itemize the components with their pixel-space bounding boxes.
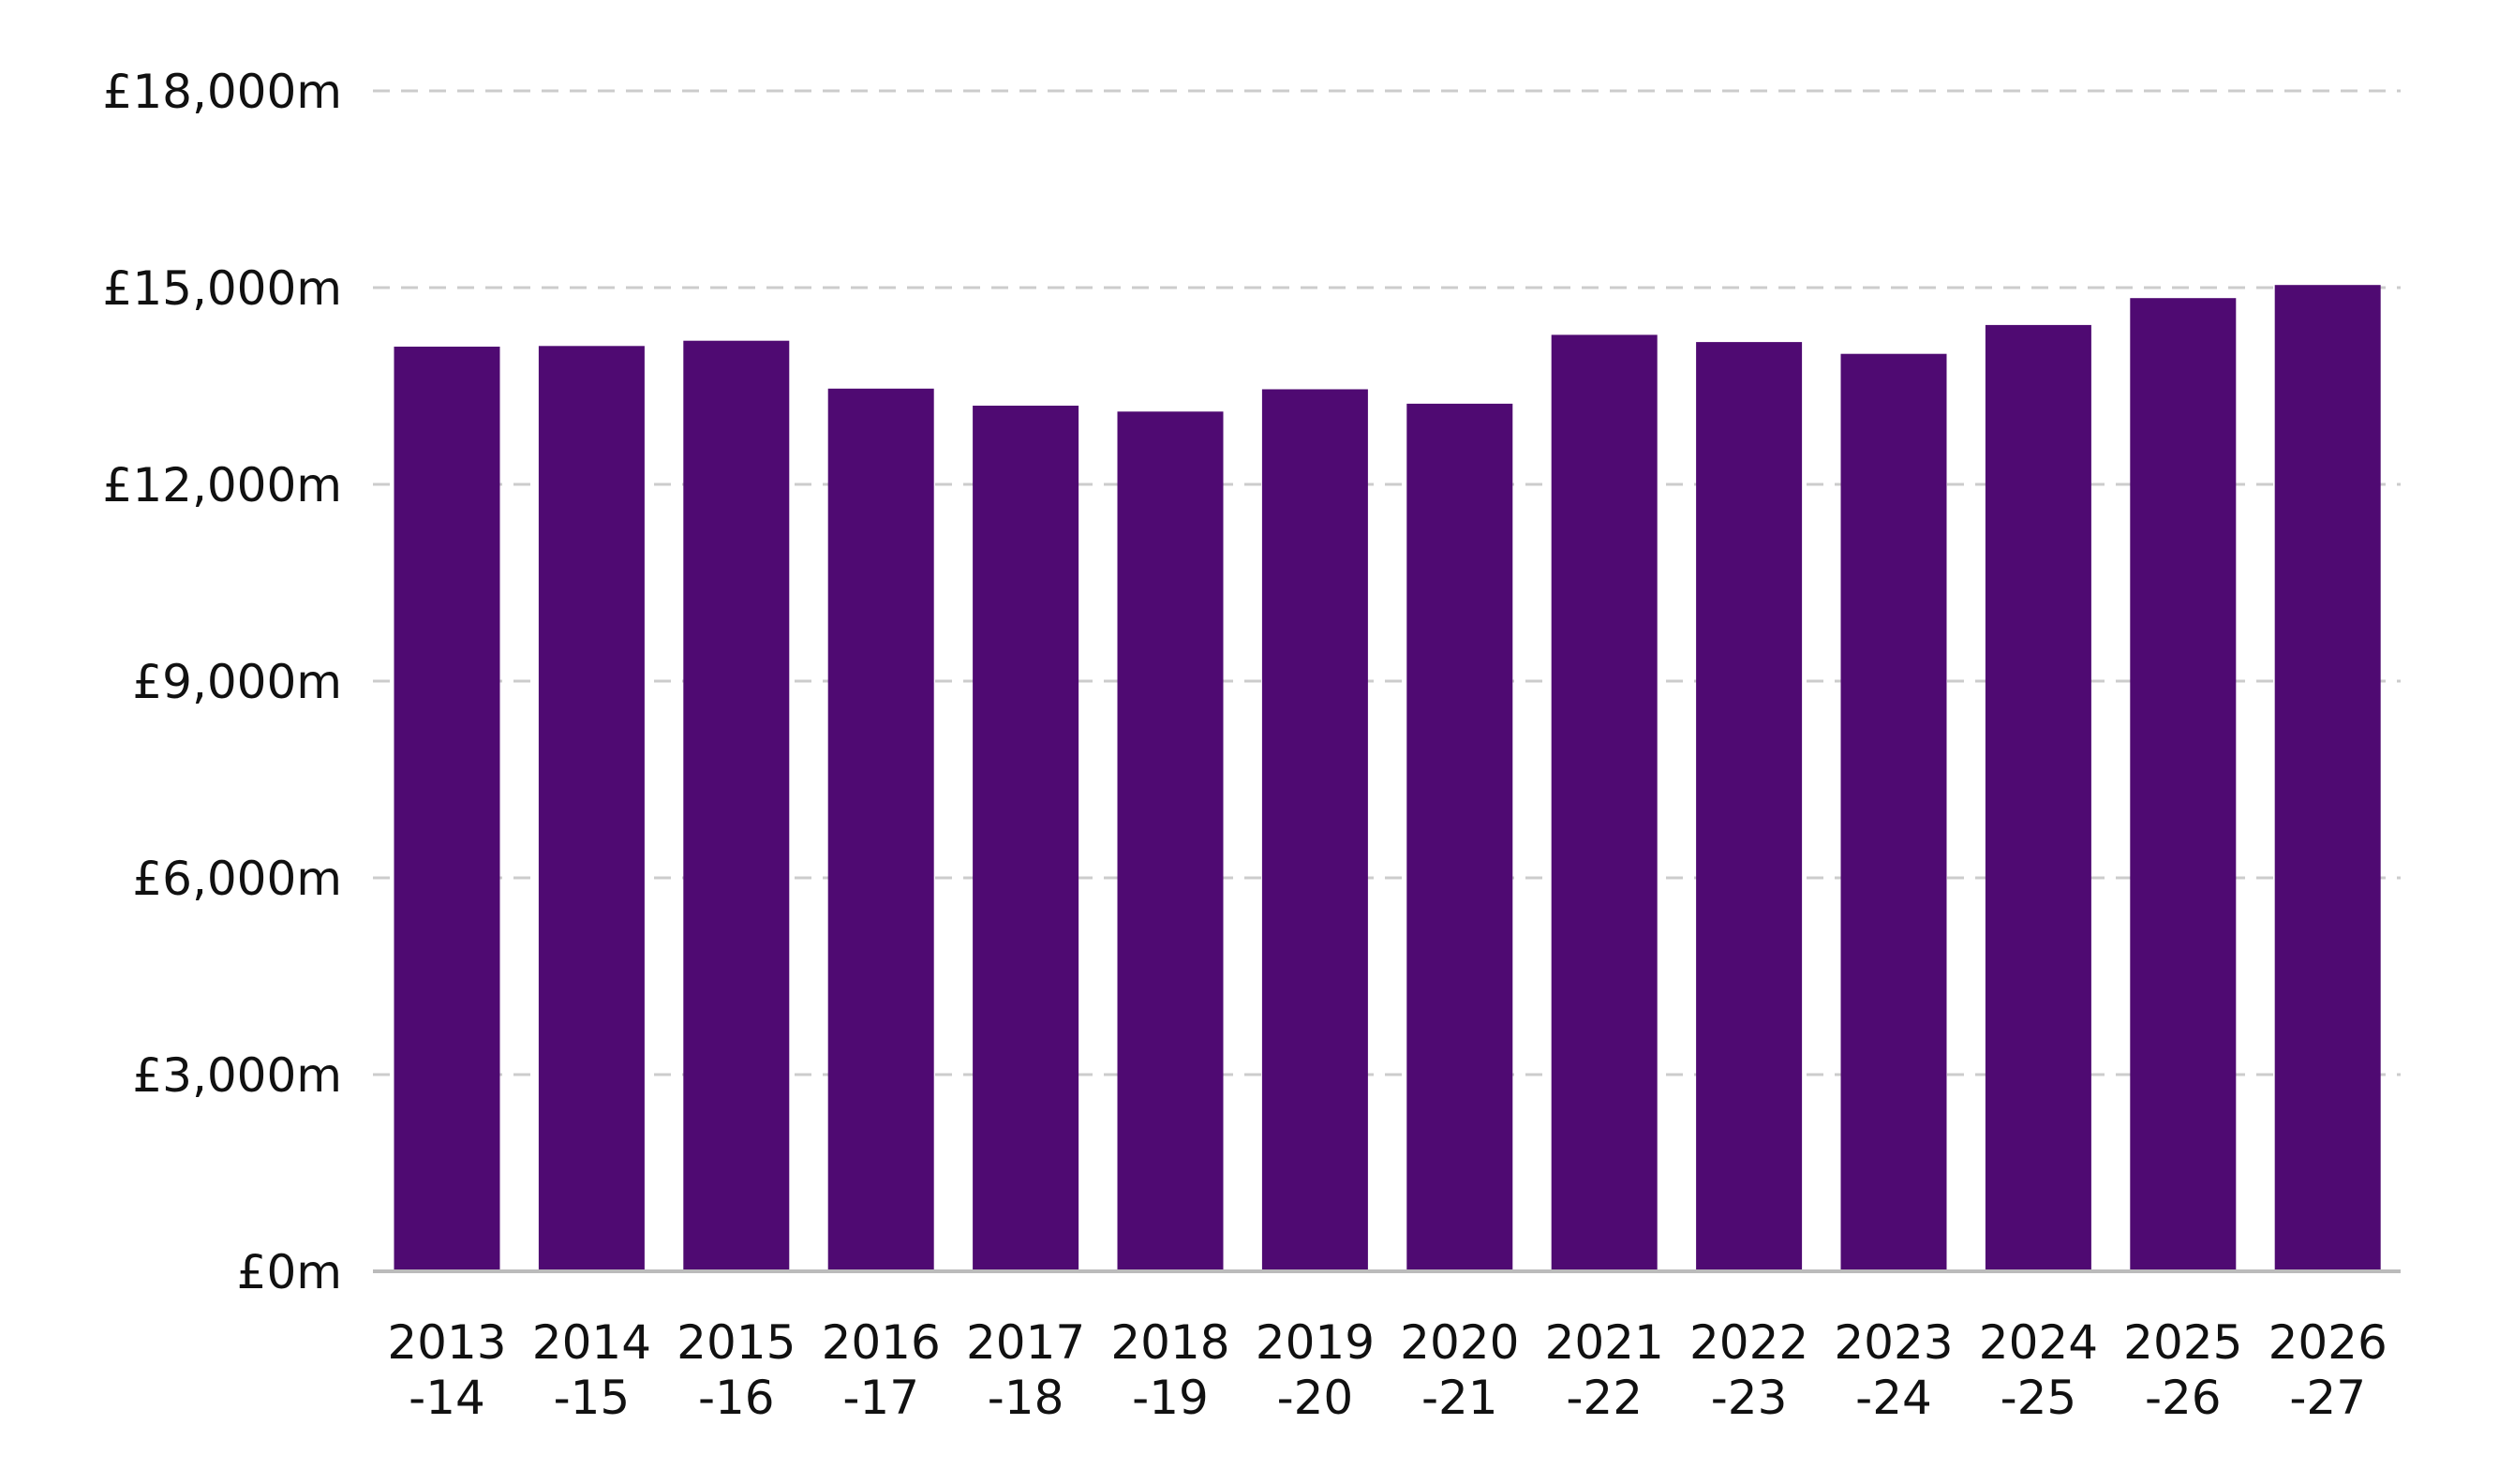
x-tick-label-year: 2022 xyxy=(1689,1315,1808,1370)
bar xyxy=(827,388,934,1271)
bar xyxy=(1551,334,1658,1271)
bar xyxy=(1985,324,2091,1271)
gridlines xyxy=(373,89,2401,1076)
bars xyxy=(394,285,2381,1272)
y-tick-label: £6,000m xyxy=(132,852,342,906)
x-tick-label-year: 2018 xyxy=(1110,1315,1229,1370)
x-tick-label: 2022 -23 xyxy=(1689,1315,1808,1425)
bar xyxy=(1261,389,1368,1271)
bar xyxy=(394,347,500,1271)
x-tick-label: 2013 -14 xyxy=(387,1315,506,1425)
x-tick-label-year: 2013 xyxy=(387,1315,506,1370)
x-tick-label-year: 2014 xyxy=(532,1315,651,1370)
x-tick-label-suffix: -23 xyxy=(1711,1371,1788,1425)
y-tick-label: £3,000m xyxy=(132,1048,342,1103)
bar xyxy=(973,406,1079,1271)
x-tick-label-suffix: -26 xyxy=(2145,1371,2222,1425)
x-tick-label: 2017 -18 xyxy=(966,1315,1085,1425)
y-axis-tick-labels: £0m £3,000m £6,000m £9,000m £12,000m £15,000m… xyxy=(103,65,342,1299)
x-tick-label-suffix: -16 xyxy=(698,1371,775,1425)
bar xyxy=(1696,342,1803,1272)
x-tick-label-suffix: -21 xyxy=(1421,1371,1498,1425)
x-tick-label: 2026 -27 xyxy=(2268,1315,2387,1425)
x-tick-label-year: 2026 xyxy=(2268,1315,2387,1370)
x-tick-label-suffix: -20 xyxy=(1277,1371,1354,1425)
bar xyxy=(2130,298,2237,1272)
x-tick-label-year: 2025 xyxy=(2123,1315,2242,1370)
y-tick-label: £9,000m xyxy=(132,655,342,709)
y-tick-label: £0m xyxy=(237,1245,342,1299)
x-tick-label: 2015 -16 xyxy=(677,1315,796,1425)
x-tick-label: 2016 -17 xyxy=(822,1315,941,1425)
x-tick-label-suffix: -25 xyxy=(2001,1371,2077,1425)
x-tick-label-year: 2017 xyxy=(966,1315,1085,1370)
x-tick-label-year: 2019 xyxy=(1256,1315,1375,1370)
x-tick-label-year: 2020 xyxy=(1400,1315,1519,1370)
x-tick-label-year: 2024 xyxy=(1979,1315,2098,1370)
y-tick-label: £18,000m xyxy=(103,65,342,119)
x-tick-label-year: 2023 xyxy=(1834,1315,1953,1370)
x-tick-label-suffix: -18 xyxy=(988,1371,1064,1425)
x-tick-label-year: 2021 xyxy=(1545,1315,1664,1370)
x-tick-label: 2019 -20 xyxy=(1256,1315,1375,1425)
x-tick-label: 2014 -15 xyxy=(532,1315,651,1425)
x-tick-label: 2021 -22 xyxy=(1545,1315,1664,1425)
bar xyxy=(1117,411,1224,1271)
x-tick-label: 2024 -25 xyxy=(1979,1315,2098,1425)
x-tick-label-suffix: -24 xyxy=(1855,1371,1932,1425)
x-tick-label-suffix: -22 xyxy=(1566,1371,1643,1425)
bar xyxy=(538,346,645,1271)
y-tick-label: £12,000m xyxy=(103,458,342,512)
x-tick-label-suffix: -14 xyxy=(409,1371,485,1425)
x-tick-label-year: 2015 xyxy=(677,1315,796,1370)
y-tick-label: £15,000m xyxy=(103,261,342,316)
x-tick-label: 2020 -21 xyxy=(1400,1315,1519,1425)
bar xyxy=(1406,403,1513,1271)
x-tick-label: 2025 -26 xyxy=(2123,1315,2242,1425)
bar xyxy=(683,340,790,1271)
x-tick-label-suffix: -27 xyxy=(2289,1371,2366,1425)
bar xyxy=(2274,285,2381,1272)
x-tick-label: 2018 -19 xyxy=(1110,1315,1229,1425)
x-tick-label-suffix: -15 xyxy=(554,1371,631,1425)
bar xyxy=(1840,353,1947,1271)
x-tick-label: 2023 -24 xyxy=(1834,1315,1953,1425)
x-tick-label-suffix: -17 xyxy=(842,1371,919,1425)
x-tick-label-suffix: -19 xyxy=(1132,1371,1209,1425)
x-tick-label-year: 2016 xyxy=(822,1315,941,1370)
